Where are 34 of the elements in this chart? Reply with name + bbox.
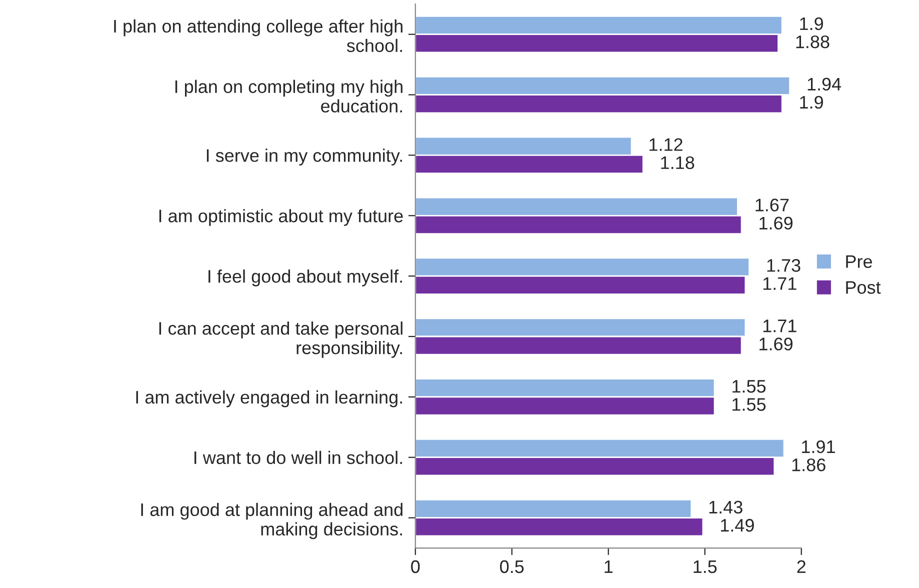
data-label: 1.88 [796,35,830,48]
y-tick-label: I can accept and take personal responsibility. [159,322,402,358]
data-label: 1.91 [802,440,835,454]
x-tick-label: 2 [797,560,806,573]
x-tick-label: 1 [604,560,613,573]
legend-label: Post [846,281,881,294]
data-label: 1.43 [709,500,742,514]
data-label: 1.49 [720,518,754,532]
x-tick-label: 0 [411,560,420,574]
data-label: 1.12 [650,138,682,151]
y-tick-label: I want to do well in school. [194,450,402,464]
y-tick-label: I feel good about myself. [208,270,402,286]
y-tick-label: I plan on completing my high education. [175,80,402,113]
x-tick-label: 1.5 [694,560,717,574]
x-tick-label: 0.5 [500,560,524,574]
y-tick-label: I am actively engaged in learning. [136,390,402,408]
y-tick-label: I am good at planning ahead and making decisions. [141,502,402,540]
data-label: 1.71 [763,277,796,290]
data-label: 1.71 [763,320,796,332]
data-label: 1.67 [756,198,789,212]
y-tick-label: I plan on attending college after high school. [114,19,402,52]
data-label: 1.9 [800,96,823,109]
data-label: 1.69 [760,338,792,350]
y-tick-label: I am optimistic about my future [159,209,403,226]
legend-label: Pre [846,255,872,268]
data-label: 1.86 [792,458,826,472]
data-label: 1.55 [732,398,766,411]
data-label: 1.55 [732,380,766,393]
data-label: 1.18 [661,156,694,170]
data-label: 1.94 [808,78,842,91]
y-tick-label: I serve in my community. [206,148,402,166]
data-label: 1.73 [767,259,800,272]
data-label: 1.9 [800,17,823,30]
data-label: 1.69 [760,216,792,230]
